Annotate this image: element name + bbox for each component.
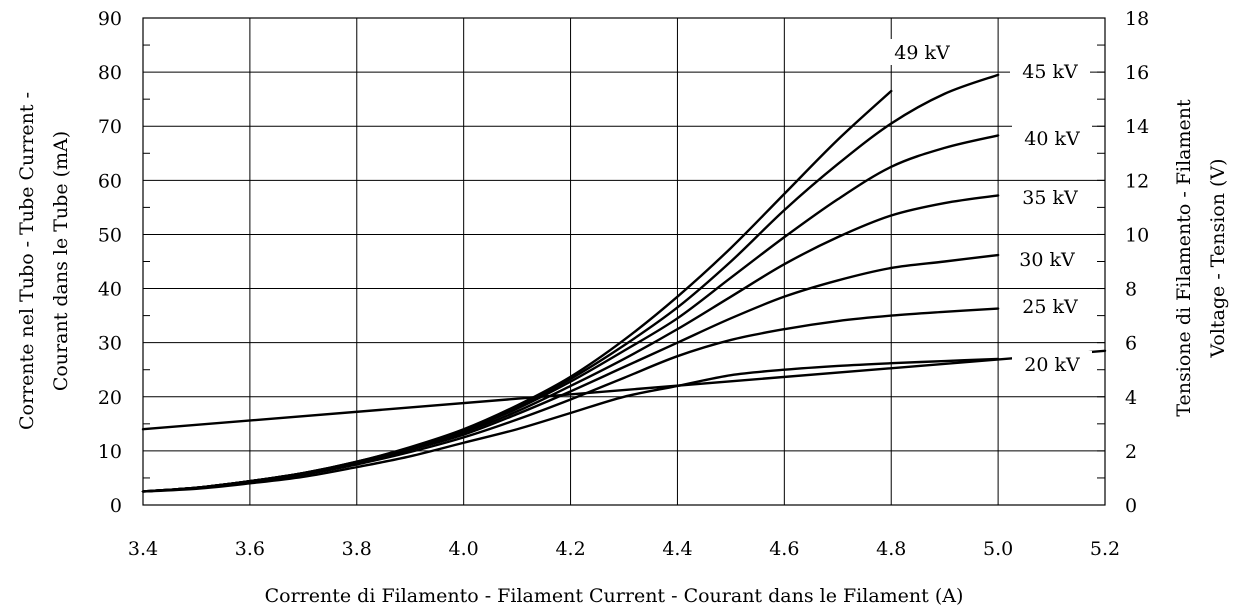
series-label-bg [1010,184,1090,210]
series-label-35-kv: 35 kV [1022,187,1078,209]
y-tick-label-left: 50 [98,224,122,246]
series-label-bg [1010,58,1090,84]
x-tick-label: 4.0 [449,538,479,560]
plot-frame [142,17,1106,506]
y-tick-label-left: 0 [110,495,122,517]
y-axis-title-right-line1: Tensione di Filamento - Filament [1173,99,1195,417]
grid [142,17,1106,506]
y-axis-title-left-line2: Courant dans le Tube (mA) [50,131,72,391]
y-tick-label-right: 4 [1125,387,1137,409]
x-tick-label: 4.2 [555,538,585,560]
series-label-bg [1012,351,1092,377]
y-tick-label-right: 8 [1125,279,1137,301]
series-group [141,73,1107,493]
y-tick-label-left: 80 [98,62,122,84]
series-label-49-kv: 49 kV [894,42,950,64]
y-tick-label-left: 90 [98,8,122,30]
y-tick-label-left: 30 [98,333,122,355]
x-tick-label: 4.8 [876,538,906,560]
y-tick-label-left: 10 [98,441,122,463]
series-label-25-kv: 25 kV [1022,296,1078,318]
series-label-20-kv: 20 kV [1024,354,1080,376]
y-tick-label-left: 70 [98,116,122,138]
y-tick-label-left: 20 [98,387,122,409]
x-axis-title: Corrente di Filamento - Filament Current… [265,585,964,607]
tick-labels: 3.4 3.6 3.8 4.0 4.2 4.4 4.6 4.8 5.0 5.20102030405… [98,8,1149,560]
series-label-40-kv: 40 kV [1024,128,1080,150]
y-tick-label-right: 14 [1125,116,1149,138]
y-tick-label-right: 12 [1125,170,1149,192]
series-label-30-kv: 30 kV [1019,249,1075,271]
y-tick-label-left: 60 [98,170,122,192]
series-label-bg [1007,246,1087,272]
y-tick-label-right: 18 [1125,8,1149,30]
y-axis-title-right-line2: Voltage - Tension (V) [1207,158,1229,358]
x-tick-label: 5.0 [983,538,1013,560]
x-tick-label: 3.8 [342,538,372,560]
series-label-45-kv: 45 kV [1022,61,1078,83]
y-tick-label-right: 2 [1125,441,1137,463]
y-tick-label-right: 0 [1125,495,1137,517]
x-tick-label: 4.4 [662,538,692,560]
y-tick-label-right: 10 [1125,224,1149,246]
y-tick-label-right: 16 [1125,62,1149,84]
x-tick-label: 3.6 [235,538,265,560]
series-line-filament-voltage [141,349,1107,431]
series-label-bg [1010,293,1090,319]
x-tick-label: 3.4 [128,538,158,560]
series-label-bg [882,39,962,65]
series-line-20-kv [141,357,1000,493]
y-tick-label-right: 6 [1125,333,1137,355]
y-axis-title-left-line1: Corrente nel Tubo - Tube Current - [16,92,38,430]
x-tick-label: 5.2 [1090,538,1120,560]
series-line-49-kv [141,89,893,493]
x-tick-label: 4.6 [769,538,799,560]
series-label-bg [1012,125,1092,151]
y-tick-label-left: 40 [98,279,122,301]
